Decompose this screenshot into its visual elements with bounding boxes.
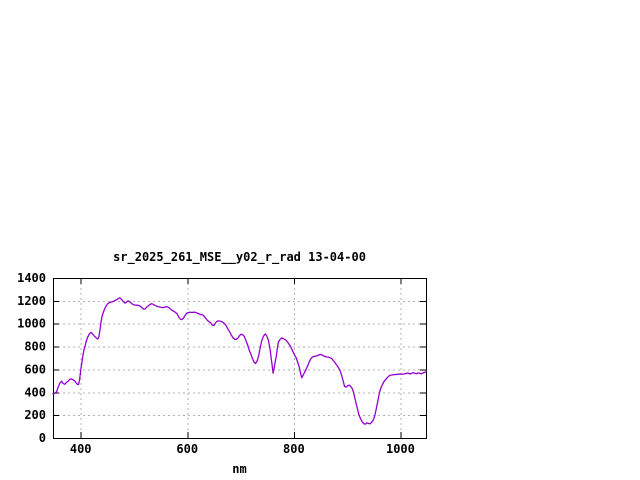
x-axis-label: nm [232,462,247,476]
x-tick-label: 800 [283,442,305,456]
y-tick-label: 600 [24,362,46,376]
x-tick-label: 600 [176,442,198,456]
data-line [52,297,427,425]
y-tick-label: 1200 [17,294,46,308]
x-tick-label: 400 [70,442,92,456]
chart-title: sr_2025_261_MSE__y02_r_rad 13-04-00 [113,250,366,264]
y-tick-label: 800 [24,340,46,354]
y-tick-label: 400 [24,385,46,399]
y-tick-label: 1000 [17,317,46,331]
y-tick-label: 0 [39,431,46,445]
y-tick-label: 1400 [17,271,46,285]
y-tick-label: 200 [24,408,46,422]
plot-border [53,278,427,439]
x-tick-label: 1000 [386,442,415,456]
